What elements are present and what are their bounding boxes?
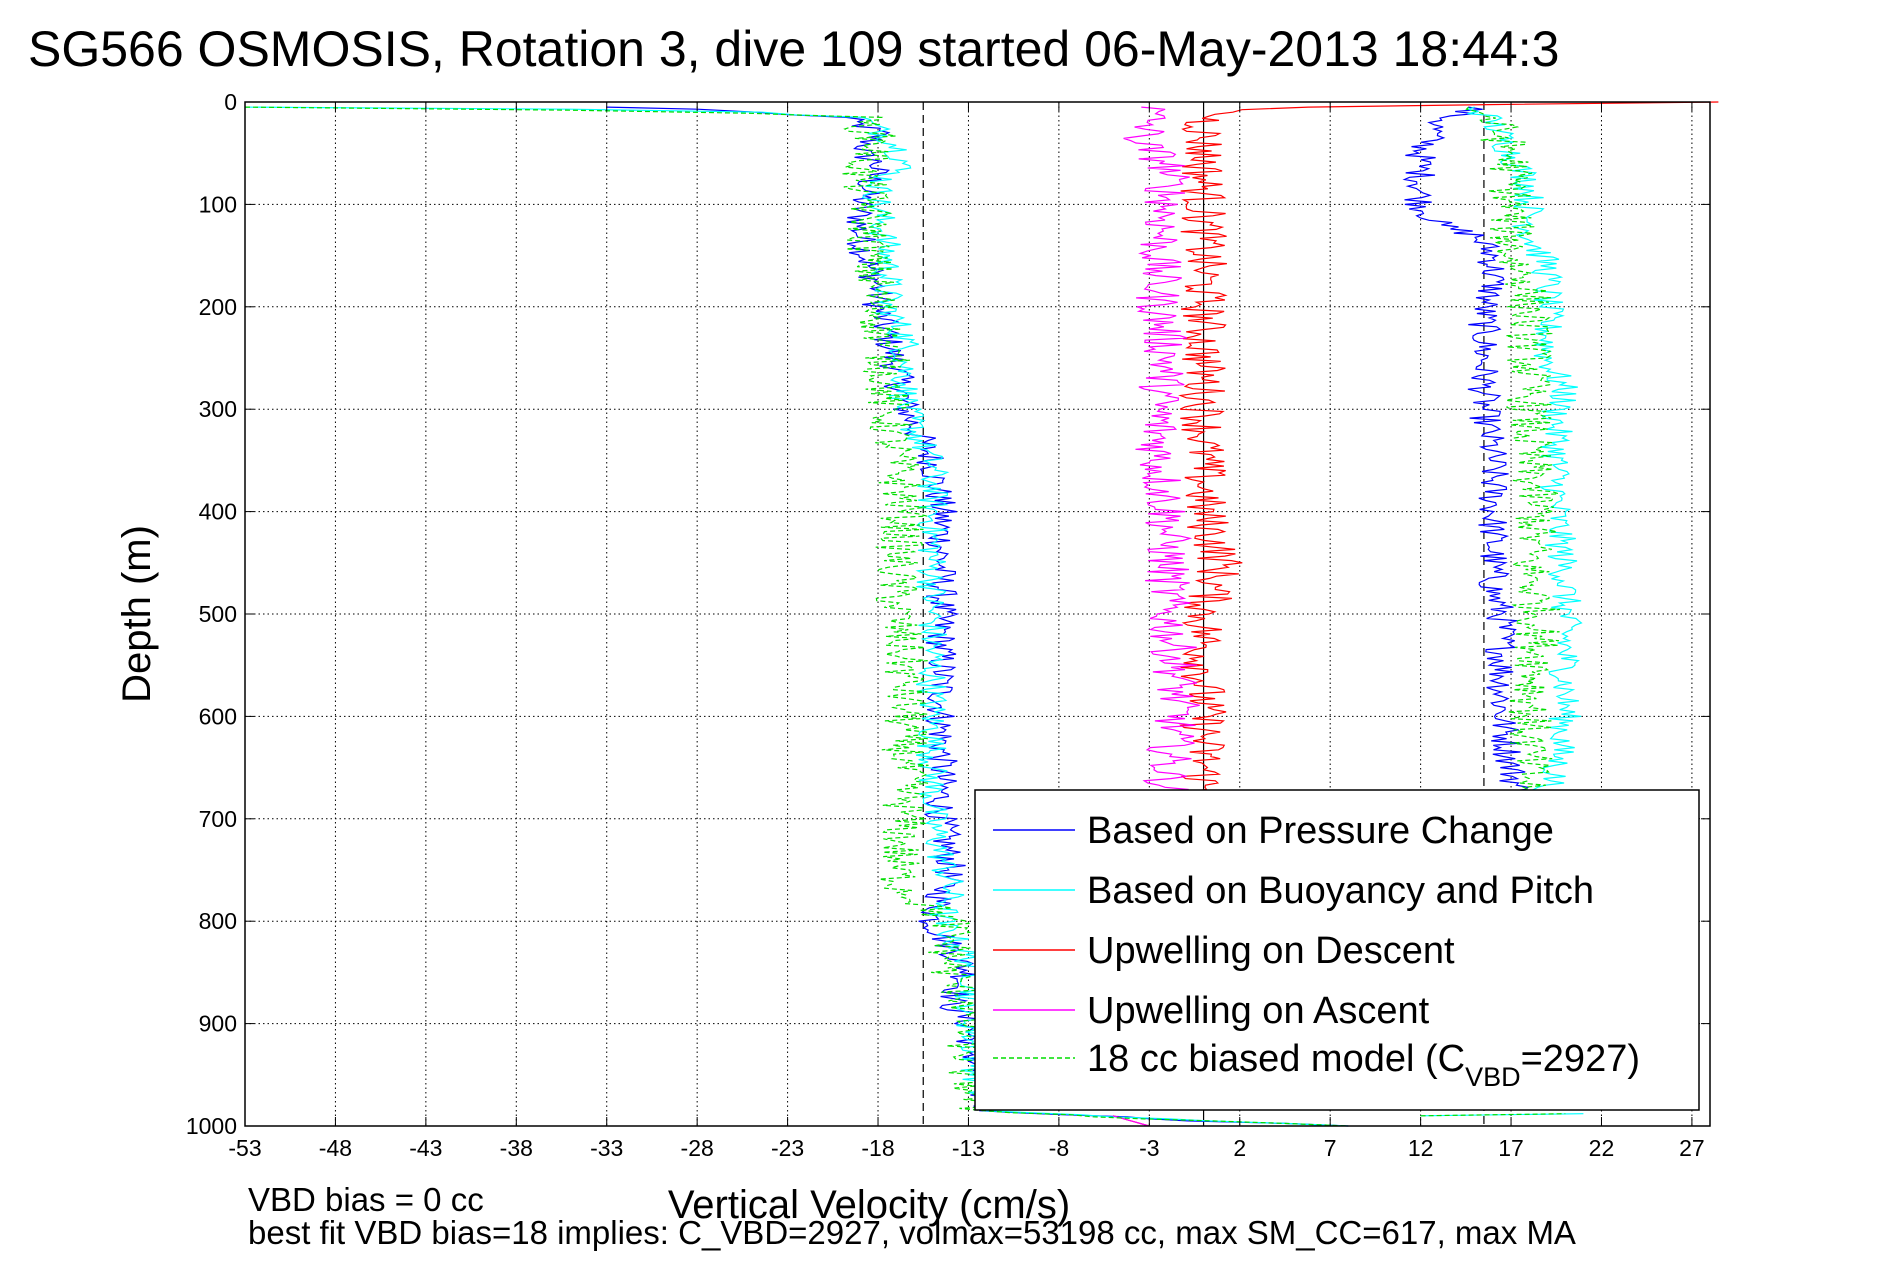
x-tick-labels: -53 -48 -43 -38 -33 -28 -23 -18 -13 -8 -3 2 7 12 17 22 2… bbox=[228, 1135, 1704, 1161]
series-line-1-1 bbox=[1465, 106, 1583, 799]
x-tick-label: 27 bbox=[1679, 1135, 1705, 1161]
x-tick-label: -38 bbox=[500, 1135, 533, 1161]
y-tick-label: 200 bbox=[199, 294, 237, 320]
y-tick-label: 500 bbox=[199, 601, 237, 627]
series-line-0-0 bbox=[606, 106, 1349, 1127]
y-tick-label: 1000 bbox=[186, 1113, 237, 1139]
x-tick-label: -43 bbox=[409, 1135, 442, 1161]
x-tick-label: -33 bbox=[590, 1135, 623, 1161]
series-line-4-2 bbox=[1420, 1113, 1566, 1117]
series-line-1-0 bbox=[244, 106, 1349, 1127]
series-line-4-0 bbox=[244, 106, 1349, 1127]
y-tick-label: 100 bbox=[199, 191, 237, 217]
x-tick-label: -18 bbox=[861, 1135, 894, 1161]
legend-label-4: 18 cc biased model (CVBD=2927) bbox=[1087, 1038, 1640, 1092]
x-tick-label: 7 bbox=[1324, 1135, 1337, 1161]
legend-label-1: Based on Buoyancy and Pitch bbox=[1087, 870, 1594, 912]
x-tick-label: -48 bbox=[319, 1135, 352, 1161]
x-tick-label: 12 bbox=[1408, 1135, 1434, 1161]
y-tick-label: 600 bbox=[199, 703, 237, 729]
legend-label-2: Upwelling on Descent bbox=[1087, 930, 1455, 972]
x-tick-label: -8 bbox=[1049, 1135, 1069, 1161]
x-tick-label: 22 bbox=[1589, 1135, 1615, 1161]
x-tick-label: 2 bbox=[1233, 1135, 1246, 1161]
x-tick-label: -28 bbox=[681, 1135, 714, 1161]
y-tick-label: 900 bbox=[199, 1011, 237, 1037]
x-tick-label: -3 bbox=[1139, 1135, 1159, 1161]
y-tick-label: 0 bbox=[224, 89, 237, 115]
y-tick-label: 800 bbox=[199, 908, 237, 934]
series-line-4-1 bbox=[1465, 106, 1561, 799]
footer-line-2: best fit VBD bias=18 implies: C_VBD=2927… bbox=[248, 1214, 1576, 1251]
x-tick-label: 17 bbox=[1498, 1135, 1524, 1161]
x-tick-label: -53 bbox=[228, 1135, 261, 1161]
footer-line-1: VBD bias = 0 cc bbox=[248, 1181, 484, 1218]
x-tick-label: -23 bbox=[771, 1135, 804, 1161]
y-tick-label: 400 bbox=[199, 499, 237, 525]
x-tick-label: -13 bbox=[952, 1135, 985, 1161]
legend-box bbox=[974, 789, 1700, 1111]
legend-label-0: Based on Pressure Change bbox=[1087, 810, 1554, 852]
series-group bbox=[244, 101, 1719, 1127]
y-tick-label: 300 bbox=[199, 396, 237, 422]
series-line-3-0 bbox=[1123, 106, 1200, 799]
legend-label-3: Upwelling on Ascent bbox=[1087, 990, 1430, 1032]
y-axis-label: Depth (m) bbox=[115, 525, 159, 703]
series-line-0-1 bbox=[1402, 106, 1530, 799]
x-axis-label: Vertical Velocity (cm/s) bbox=[668, 1183, 1070, 1227]
y-tick-labels: 0 100 200 300 400 500 600 700 800 900 1000 bbox=[186, 89, 237, 1139]
ticks bbox=[244, 101, 1710, 1127]
chart-title: SG566 OSMOSIS, Rotation 3, dive 109 star… bbox=[28, 21, 1559, 77]
y-tick-label: 700 bbox=[199, 806, 237, 832]
legend: Based on Pressure Change Based on Buoyanc… bbox=[974, 789, 1700, 1111]
